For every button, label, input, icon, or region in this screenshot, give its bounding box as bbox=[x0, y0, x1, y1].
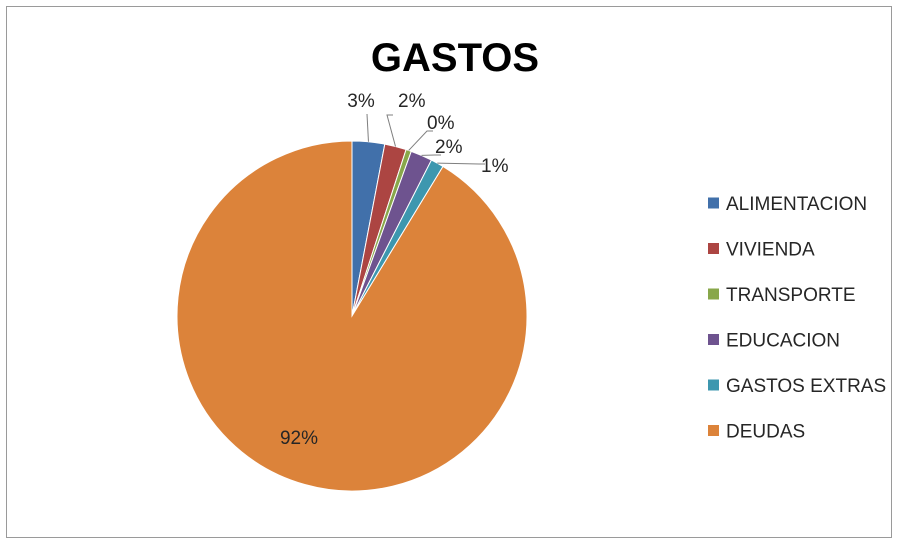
legend-label-vivienda: VIVIENDA bbox=[726, 240, 815, 261]
data-label-gastos-extras: 1% bbox=[481, 156, 509, 177]
leader-line-alimentacion bbox=[366, 113, 369, 142]
chart-frame: GASTOS 3% 2% 0% 2% 1% 92% ALIMENTACION VIVIEND… bbox=[6, 6, 892, 538]
legend-swatch-educacion bbox=[708, 334, 719, 345]
legend-item-gastos-extras: GASTOS EXTRAS bbox=[708, 376, 886, 397]
legend-swatch-gastos-extras bbox=[708, 379, 719, 391]
pie-chart: GASTOS 3% 2%0%2%1%92% ALIMENTACIONVIVIEND… bbox=[176, 36, 886, 492]
legend-item-transporte: TRANSPORTE bbox=[708, 285, 856, 306]
data-label-alimentacion: 3% bbox=[347, 91, 375, 112]
legend-swatch-alimentacion bbox=[708, 197, 719, 209]
legend-label-deudas: DEUDAS bbox=[726, 422, 805, 443]
legend-label-alimentacion: ALIMENTACION bbox=[726, 194, 867, 215]
legend-item-alimentacion: ALIMENTACION bbox=[708, 194, 867, 215]
slice-deudas bbox=[176, 140, 528, 492]
data-label-educacion: 2% bbox=[435, 137, 463, 158]
leader-line-transporte bbox=[408, 130, 433, 151]
legend-swatch-deudas bbox=[708, 425, 719, 436]
data-label-transporte: 0% bbox=[427, 113, 455, 134]
chart-title: GASTOS bbox=[371, 36, 539, 80]
legend-item-vivienda: VIVIENDA bbox=[708, 240, 815, 261]
leader-line-vivienda bbox=[386, 114, 397, 147]
legend-label-gastos-extras: GASTOS EXTRAS bbox=[726, 376, 886, 397]
data-label-deudas: 92% bbox=[280, 428, 318, 449]
pie-slices bbox=[176, 140, 528, 492]
legend-item-educacion: EDUCACION bbox=[708, 331, 840, 352]
data-label-vivienda: 2% bbox=[398, 91, 426, 112]
legend-label-transporte: TRANSPORTE bbox=[726, 285, 856, 306]
legend-item-deudas: DEUDAS bbox=[708, 422, 805, 443]
legend-swatch-vivienda bbox=[708, 243, 719, 254]
leader-lines bbox=[366, 113, 485, 165]
leader-line-gastos-extras bbox=[437, 162, 485, 165]
legend-label-educacion: EDUCACION bbox=[726, 331, 840, 352]
legend-swatch-transporte bbox=[708, 288, 719, 300]
slice-labels: 3% 2%0%2%1%92% bbox=[280, 91, 509, 449]
legend: ALIMENTACION VIVIENDA TRANSPORTE EDUCACION G… bbox=[708, 194, 886, 443]
